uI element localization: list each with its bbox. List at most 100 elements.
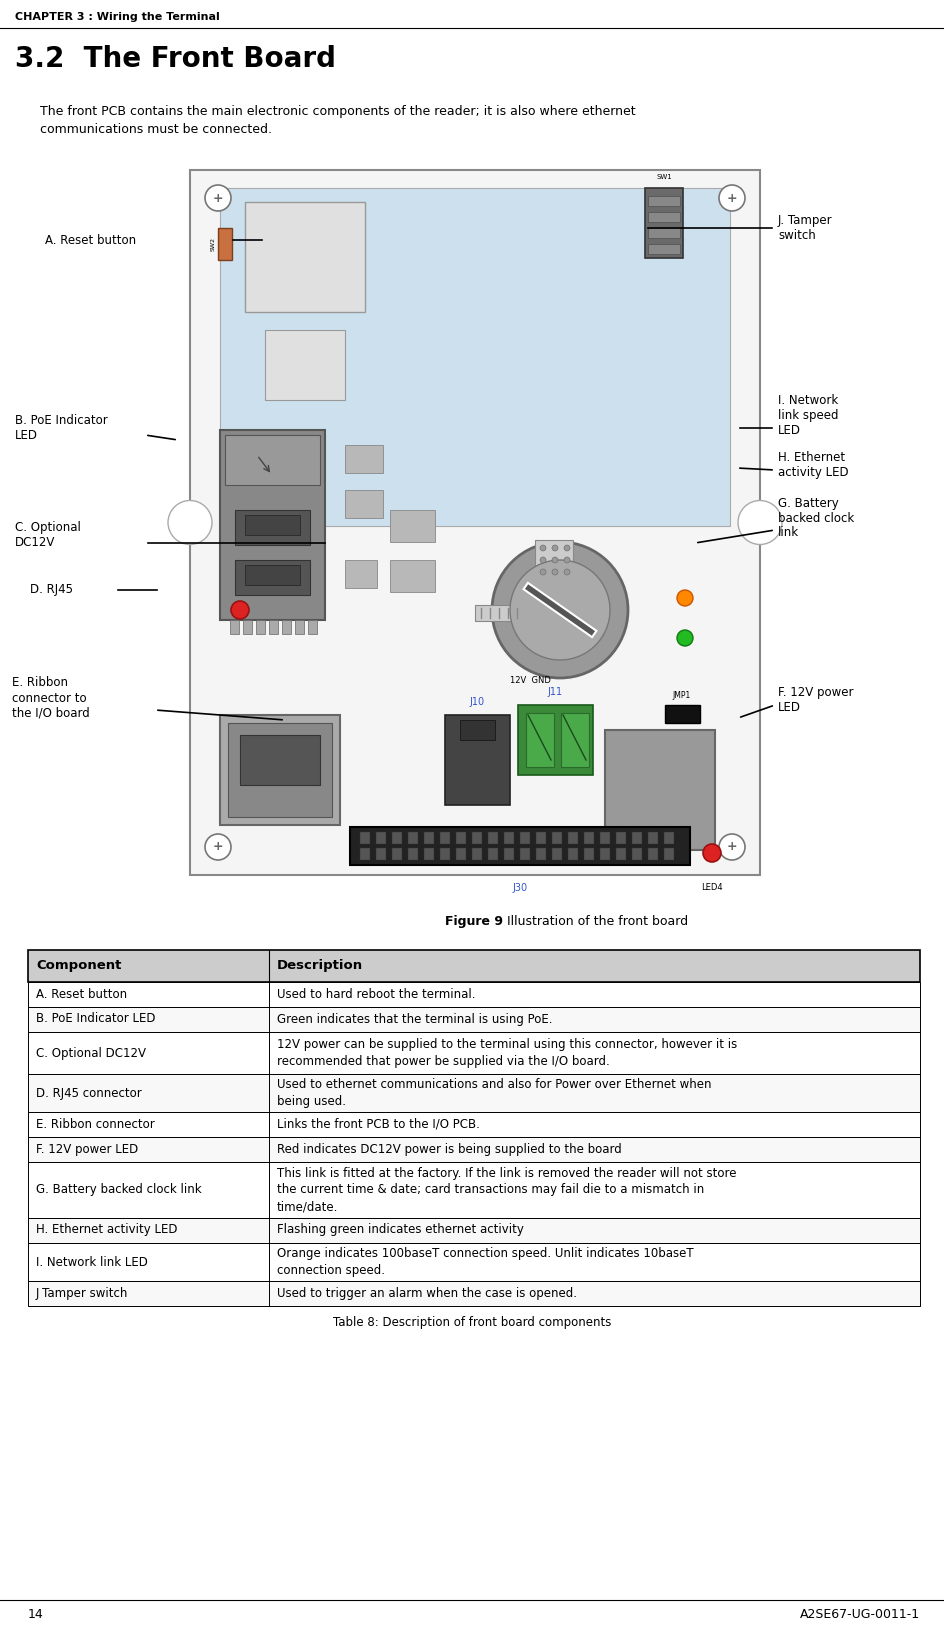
Text: Table 8: Description of front board components: Table 8: Description of front board comp… <box>332 1316 611 1329</box>
Bar <box>561 713 588 767</box>
Circle shape <box>676 590 692 606</box>
Bar <box>615 832 625 843</box>
Text: +: + <box>726 840 736 853</box>
Text: Used to hard reboot the terminal.: Used to hard reboot the terminal. <box>277 988 475 1001</box>
Bar <box>295 621 304 634</box>
Text: J Tamper switch: J Tamper switch <box>36 1287 128 1300</box>
Text: D. RJ45 connector: D. RJ45 connector <box>36 1087 142 1100</box>
Bar <box>551 832 562 843</box>
Bar <box>648 832 657 843</box>
Bar <box>632 848 641 860</box>
Text: Red indicates DC12V power is being supplied to the board: Red indicates DC12V power is being suppl… <box>277 1142 621 1155</box>
Bar <box>599 848 610 860</box>
Bar <box>632 832 641 843</box>
Circle shape <box>539 569 546 575</box>
Bar <box>235 561 310 595</box>
Bar <box>615 848 625 860</box>
Text: A. Reset button: A. Reset button <box>45 234 136 247</box>
Text: Figure 9: Figure 9 <box>445 915 502 928</box>
Bar <box>517 705 593 775</box>
Text: F. 12V power LED: F. 12V power LED <box>36 1142 138 1155</box>
Text: Orange indicates 100baseT connection speed. Unlit indicates 10baseT
connection s: Orange indicates 100baseT connection spe… <box>277 1246 693 1277</box>
Bar <box>28 1162 919 1219</box>
Bar <box>28 982 919 1008</box>
Text: I. Network link LED: I. Network link LED <box>36 1256 147 1269</box>
Bar <box>487 848 497 860</box>
Bar <box>390 561 434 592</box>
Bar <box>645 188 683 258</box>
Bar <box>456 848 465 860</box>
Bar <box>28 1112 919 1137</box>
Bar <box>648 211 680 223</box>
Text: Component: Component <box>36 959 121 972</box>
Text: J11: J11 <box>547 687 562 697</box>
Bar <box>28 1243 919 1280</box>
Bar <box>604 730 715 850</box>
Text: JMP1: JMP1 <box>672 691 690 700</box>
Circle shape <box>676 630 692 647</box>
Bar <box>220 188 729 526</box>
Text: C. Optional DC12V: C. Optional DC12V <box>36 1046 145 1060</box>
Text: 3.2  The Front Board: 3.2 The Front Board <box>15 46 336 73</box>
Circle shape <box>551 569 557 575</box>
Bar <box>408 832 417 843</box>
Text: J. Tamper
switch: J. Tamper switch <box>777 214 832 242</box>
Bar <box>664 848 673 860</box>
Text: G. Battery backed clock link: G. Battery backed clock link <box>36 1183 201 1196</box>
Bar <box>648 244 680 254</box>
Bar <box>408 848 417 860</box>
Bar <box>471 832 481 843</box>
Bar <box>376 848 385 860</box>
Bar <box>665 705 700 723</box>
Text: B. PoE Indicator
LED: B. PoE Indicator LED <box>15 414 108 442</box>
Text: C. Optional
DC12V: C. Optional DC12V <box>15 522 81 549</box>
Bar <box>281 621 291 634</box>
Circle shape <box>702 843 720 861</box>
Bar <box>360 832 370 843</box>
Bar <box>445 715 510 804</box>
Bar <box>664 832 673 843</box>
Bar <box>244 202 364 312</box>
Bar <box>567 832 578 843</box>
Bar <box>28 1032 919 1074</box>
Text: +: + <box>726 192 736 205</box>
Bar <box>243 621 252 634</box>
Text: The front PCB contains the main electronic components of the reader; it is also : The front PCB contains the main electron… <box>40 106 635 136</box>
Bar <box>28 951 919 981</box>
Circle shape <box>564 569 569 575</box>
Bar <box>229 621 239 634</box>
Text: J30: J30 <box>512 882 527 894</box>
Bar <box>460 720 495 739</box>
Bar <box>475 604 530 621</box>
Text: 12V  GND: 12V GND <box>510 676 550 686</box>
Bar <box>392 832 401 843</box>
Bar <box>487 832 497 843</box>
Text: B. PoE Indicator LED: B. PoE Indicator LED <box>36 1012 156 1025</box>
Circle shape <box>718 834 744 860</box>
Text: +: + <box>212 840 223 853</box>
Circle shape <box>168 500 211 544</box>
Circle shape <box>564 544 569 551</box>
Bar <box>390 510 434 543</box>
Text: J10: J10 <box>469 697 484 707</box>
Text: CHAPTER 3 : Wiring the Terminal: CHAPTER 3 : Wiring the Terminal <box>15 11 220 23</box>
Text: F. 12V power
LED: F. 12V power LED <box>777 686 852 713</box>
Bar <box>235 510 310 544</box>
Bar <box>583 848 594 860</box>
Text: G. Battery
backed clock
link: G. Battery backed clock link <box>777 497 853 540</box>
Bar <box>535 832 546 843</box>
Bar <box>244 515 299 535</box>
Text: 14: 14 <box>28 1609 43 1622</box>
Circle shape <box>551 544 557 551</box>
Bar <box>440 848 449 860</box>
Circle shape <box>205 834 230 860</box>
Bar <box>535 848 546 860</box>
Text: Description: Description <box>277 959 362 972</box>
Text: H. Ethernet activity LED: H. Ethernet activity LED <box>36 1224 177 1237</box>
Bar <box>269 621 278 634</box>
Bar <box>503 832 514 843</box>
Bar <box>648 228 680 237</box>
Circle shape <box>510 561 610 660</box>
Bar <box>345 491 382 518</box>
Bar <box>28 1138 919 1162</box>
